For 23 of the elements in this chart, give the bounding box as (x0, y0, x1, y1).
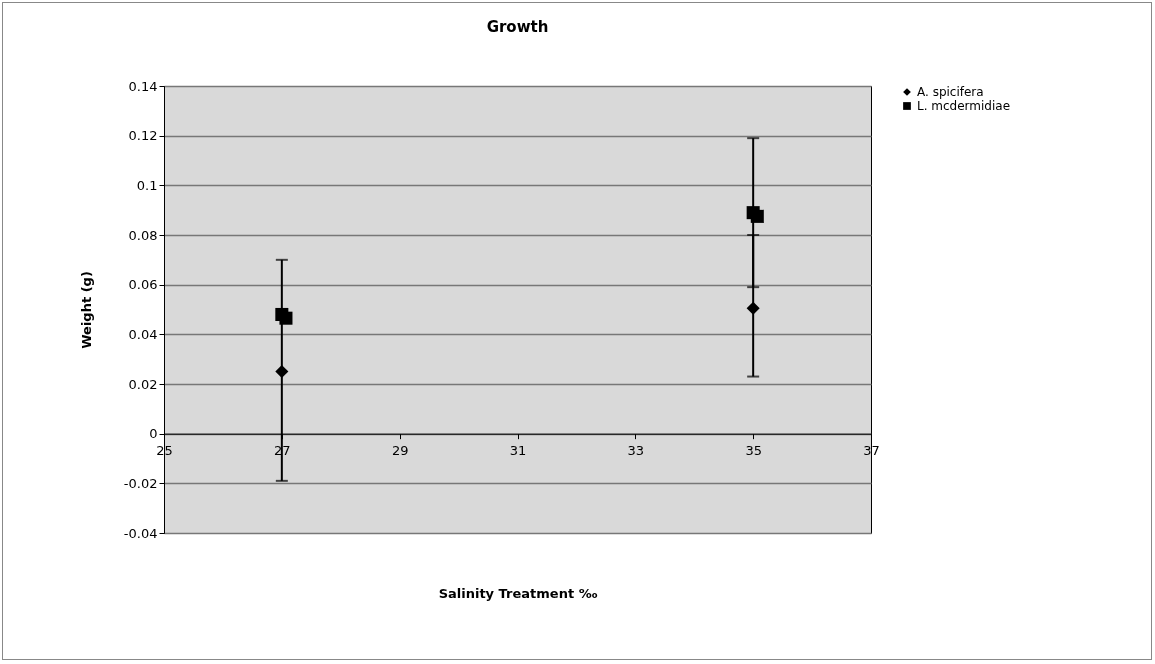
x-tick-label: 35 (745, 443, 762, 459)
x-tick-label: 31 (509, 443, 527, 459)
chart-title: Growth (486, 18, 549, 36)
point (279, 311, 293, 325)
y-tick-label: 0.04 (128, 326, 158, 342)
point (750, 209, 764, 223)
y-tick-label: -0.02 (123, 475, 158, 491)
y-axis-title: Weight (g) (78, 271, 94, 349)
legend-label: L. mcdermidiae (917, 99, 1011, 113)
y-tick-label: 0.02 (128, 376, 158, 392)
x-tick-label: 29 (391, 443, 409, 459)
y-tick-label: 0.14 (128, 78, 158, 94)
x-axis-title: Salinity Treatment ‰ (438, 585, 598, 601)
y-tick-label: 0.06 (128, 277, 158, 293)
y-tick-label: -0.04 (123, 525, 158, 541)
y-tick-label: 0 (149, 426, 158, 442)
y-tick-label: 0.08 (128, 227, 158, 243)
legend-label: A. spicifera (917, 85, 984, 99)
point (275, 365, 289, 379)
point (746, 301, 760, 315)
y-tick-label: 0.1 (136, 177, 158, 193)
x-tick-label: 33 (627, 443, 645, 459)
y-tick-label: 0.12 (128, 128, 158, 144)
